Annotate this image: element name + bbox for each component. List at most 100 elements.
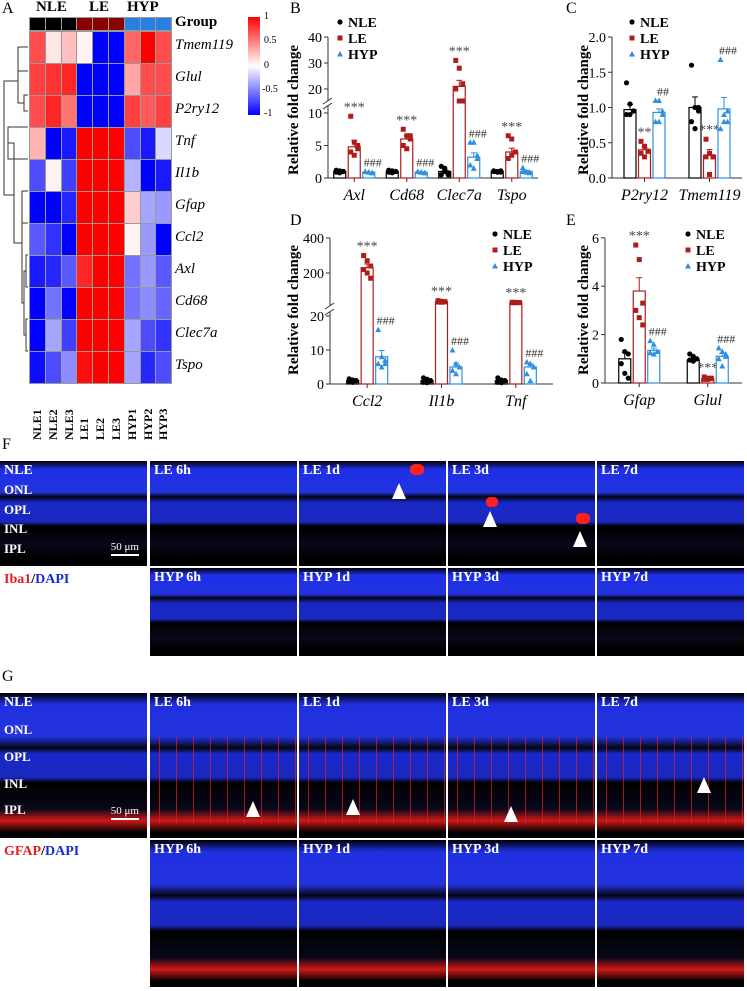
gene-label: Gfap <box>175 197 205 213</box>
data-point-le <box>407 136 413 142</box>
significance-label: ### <box>719 44 737 58</box>
data-point-nle <box>618 361 624 367</box>
data-point-le <box>505 156 511 161</box>
data-point-le <box>710 154 716 160</box>
data-point-le <box>638 150 644 156</box>
micrograph-label: LE 7d <box>601 695 638 710</box>
micrograph-nle: NLE ONL OPL INL IPL 50 μm <box>0 693 147 838</box>
group-header-hyp: HYP <box>127 0 159 15</box>
data-point-hyp <box>519 164 526 171</box>
stain-legend: Iba1/DAPI <box>4 572 69 588</box>
legend-label: HYP <box>696 260 726 275</box>
legend-label: HYP <box>503 260 533 275</box>
data-point-le <box>361 267 367 272</box>
data-point-le <box>364 270 370 276</box>
legend-marker-hyp <box>685 263 691 269</box>
significance-label: *** <box>505 286 526 301</box>
data-point-hyp <box>654 348 661 355</box>
significance-label: ### <box>717 332 735 346</box>
significance-label: *** <box>357 240 378 255</box>
data-point-nle <box>688 62 695 68</box>
x-tick-label: Cd68 <box>389 187 424 204</box>
data-point-hyp <box>659 111 666 118</box>
y-tick-label: 0 <box>317 378 324 393</box>
data-point-hyp <box>519 168 526 174</box>
data-point-hyp <box>721 118 727 125</box>
bar-le <box>509 301 523 385</box>
legend-marker-le <box>492 247 498 253</box>
data-point-le <box>453 86 459 92</box>
significance-label: ** <box>638 125 652 140</box>
significance-label: *** <box>431 285 452 300</box>
arrowhead-icon <box>504 806 518 822</box>
micrograph-label: HYP 1d <box>303 570 351 585</box>
data-point-le <box>513 300 519 306</box>
data-point-nle <box>692 126 698 132</box>
data-point-hyp <box>378 353 385 360</box>
micrograph-label: HYP 1d <box>303 842 351 857</box>
data-point-hyp <box>719 348 726 355</box>
data-point-le <box>439 299 444 305</box>
y-tick-label: 2 <box>592 329 599 344</box>
colorbar-tick: -1 <box>264 108 273 119</box>
data-point-le <box>701 376 707 382</box>
legend-marker-hyp <box>629 51 635 57</box>
gene-label: Tspo <box>175 357 203 373</box>
data-point-hyp <box>456 364 463 370</box>
data-point-hyp <box>378 364 385 370</box>
heatmap-cell <box>155 351 173 384</box>
y-axis-label: Relative fold change <box>576 245 592 375</box>
microglia-cell <box>486 497 498 507</box>
arrowhead-icon <box>392 483 406 499</box>
data-point-hyp <box>659 108 666 114</box>
micrograph: HYP 3d <box>448 840 595 987</box>
data-point-le <box>404 133 410 139</box>
y-axis-label: Relative fold change <box>286 245 302 375</box>
axis-break <box>325 101 331 106</box>
legend-label: NLE <box>696 228 725 243</box>
group-color-cell <box>155 17 173 31</box>
data-point-hyp <box>527 377 534 384</box>
microglia-cell <box>410 464 424 476</box>
data-point-le <box>645 148 651 154</box>
data-point-le <box>509 300 515 306</box>
data-point-hyp <box>474 152 481 158</box>
axis-break-mark <box>324 308 335 316</box>
y-tick-label: 4 <box>592 280 599 295</box>
data-point-le <box>361 253 367 258</box>
data-point-le <box>435 299 441 305</box>
micrograph: HYP 6h <box>150 568 297 656</box>
data-point-nle <box>627 101 633 107</box>
panel-label-a: A <box>2 0 14 17</box>
data-point-hyp <box>724 108 731 114</box>
x-tick-label: Ccl2 <box>352 393 382 410</box>
micrograph: HYP 6h <box>150 840 297 987</box>
y-tick-label: 10 <box>310 344 324 359</box>
data-point-le <box>351 152 357 158</box>
legend-label: NLE <box>348 16 377 31</box>
data-point-hyp <box>715 344 722 351</box>
legend-marker-nle <box>337 19 343 25</box>
data-point-hyp <box>530 364 537 370</box>
panel-label-e: E <box>566 212 576 229</box>
micrograph: LE 1d <box>299 693 446 838</box>
retina-layer-label: INL <box>4 775 28 791</box>
arrowhead-icon <box>346 799 360 815</box>
significance-label: ### <box>416 156 434 170</box>
micrograph-label: LE 1d <box>303 463 340 478</box>
significance-label: ### <box>364 156 382 170</box>
axis-break-mark <box>324 302 335 310</box>
retina-layer-label: IPL <box>4 540 26 556</box>
data-point-hyp <box>650 341 657 347</box>
colorbar-tick: 1 <box>264 11 269 22</box>
data-point-nle <box>622 370 628 376</box>
data-point-le <box>636 257 642 263</box>
data-point-hyp <box>467 162 474 168</box>
data-point-le <box>505 133 511 139</box>
stain-legend: GFAP/DAPI <box>4 844 79 860</box>
x-tick-label: Tmem119 <box>679 187 741 204</box>
data-point-le <box>642 154 647 160</box>
data-point-le <box>642 143 647 149</box>
micrograph-label: LE 6h <box>154 695 191 710</box>
